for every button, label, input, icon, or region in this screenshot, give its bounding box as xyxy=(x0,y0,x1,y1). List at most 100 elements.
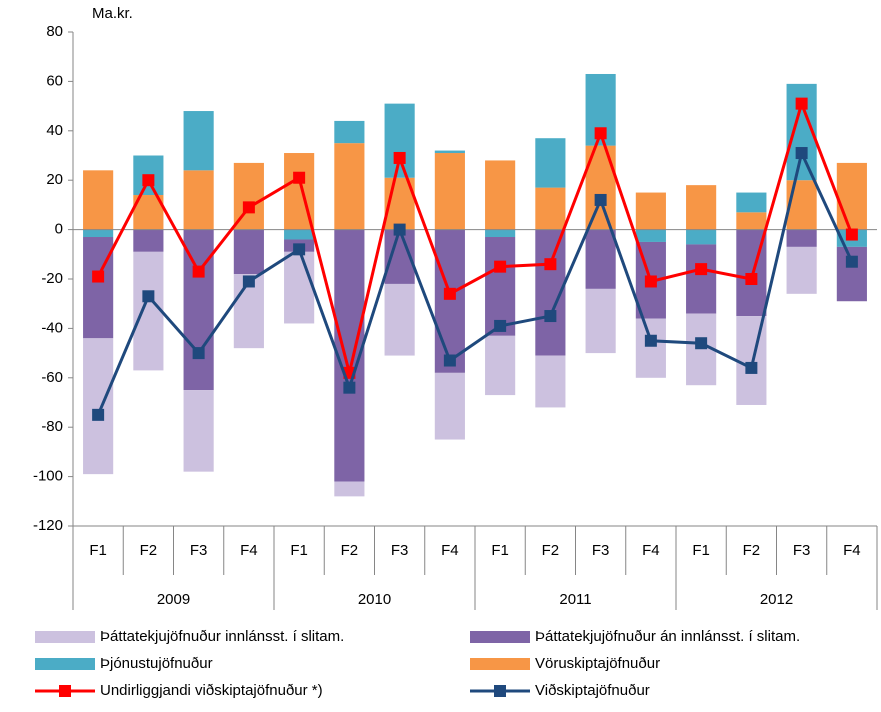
marker xyxy=(795,97,808,110)
y-tick-label: -40 xyxy=(41,319,63,336)
x-tick-label: F1 xyxy=(89,542,107,559)
bar xyxy=(133,229,164,252)
bar xyxy=(83,237,114,339)
x-tick-label: F2 xyxy=(341,542,359,559)
bar xyxy=(736,212,767,230)
bar xyxy=(485,335,516,396)
marker xyxy=(594,127,607,140)
marker xyxy=(544,258,557,271)
bar xyxy=(83,338,114,475)
marker xyxy=(192,265,205,278)
bar xyxy=(736,316,767,405)
marker xyxy=(393,151,406,164)
x-tick-label: F1 xyxy=(491,542,509,559)
x-tick-label: F1 xyxy=(290,542,308,559)
legend-label: Viðskiptajöfnuður xyxy=(535,682,650,699)
bar xyxy=(535,355,566,408)
y-tick-label: 60 xyxy=(46,72,63,89)
y-tick-label: 0 xyxy=(55,221,63,238)
marker xyxy=(644,275,657,288)
legend-label: Þjónustujöfnuður xyxy=(100,655,213,672)
marker xyxy=(293,171,306,184)
bar xyxy=(585,229,616,289)
marker xyxy=(745,361,758,374)
bar xyxy=(384,283,415,356)
bar xyxy=(585,288,616,354)
marker xyxy=(443,287,456,300)
marker xyxy=(795,147,808,160)
marker xyxy=(644,334,657,347)
bar xyxy=(183,111,214,171)
bar xyxy=(83,229,114,238)
legend-label: Þáttatekjujöfnuður innlánsst. í slitam. xyxy=(100,628,344,645)
x-tick-label: F4 xyxy=(642,542,660,559)
bar xyxy=(183,390,214,472)
x-tick-label: F3 xyxy=(190,542,208,559)
marker xyxy=(594,193,607,206)
y-tick-label: 40 xyxy=(46,122,63,139)
bar xyxy=(233,229,264,275)
bar xyxy=(334,481,365,497)
marker xyxy=(745,273,758,285)
year-label: 2010 xyxy=(358,591,391,608)
bar xyxy=(183,170,214,230)
y-tick-label: -20 xyxy=(41,270,63,287)
y-tick-label: -80 xyxy=(41,418,63,435)
bar xyxy=(686,229,717,245)
bar xyxy=(535,138,566,188)
marker xyxy=(443,354,456,367)
marker xyxy=(494,260,507,273)
line xyxy=(96,148,854,416)
legend-marker xyxy=(59,685,71,697)
x-tick-label: F3 xyxy=(391,542,409,559)
bar xyxy=(535,187,566,230)
legend-label: Vöruskiptajöfnuður xyxy=(535,655,660,672)
y-tick-label: -100 xyxy=(33,468,63,485)
legend-swatch xyxy=(470,631,530,643)
year-label: 2011 xyxy=(559,591,591,608)
legend-label: Undirliggjandi viðskiptajöfnuður *) xyxy=(100,682,323,699)
legend-marker xyxy=(494,685,506,697)
marker xyxy=(92,270,105,283)
bar xyxy=(284,251,315,324)
legend-swatch xyxy=(470,658,530,670)
marker xyxy=(544,310,557,323)
x-tick-label: F3 xyxy=(592,542,610,559)
marker xyxy=(192,347,205,360)
y-tick-label: -120 xyxy=(33,517,63,534)
bar xyxy=(384,103,415,178)
bar xyxy=(133,251,164,371)
marker xyxy=(142,174,155,187)
bar xyxy=(686,244,717,314)
y-tick-label: 20 xyxy=(46,171,63,188)
legend-swatch xyxy=(35,658,95,670)
year-label: 2009 xyxy=(157,591,190,608)
marker xyxy=(393,223,406,236)
bar xyxy=(736,192,767,213)
legend-swatch xyxy=(35,631,95,643)
bar xyxy=(334,120,365,144)
legend-label: Þáttatekjujöfnuður án innlánsst. í slita… xyxy=(535,628,800,645)
bar xyxy=(434,150,465,154)
bar xyxy=(485,160,516,230)
x-tick-label: F4 xyxy=(843,542,861,559)
bar xyxy=(786,229,817,247)
marker xyxy=(92,408,105,421)
x-tick-label: F4 xyxy=(441,542,459,559)
marker xyxy=(695,263,708,276)
bar xyxy=(635,229,666,242)
bar xyxy=(83,170,114,230)
bar xyxy=(836,246,867,302)
bar xyxy=(836,162,867,230)
x-tick-label: F4 xyxy=(240,542,258,559)
bar xyxy=(434,153,465,230)
bar xyxy=(334,143,365,230)
x-tick-label: F2 xyxy=(140,542,158,559)
marker xyxy=(343,381,356,394)
y-tick-label: -60 xyxy=(41,369,63,386)
bar xyxy=(635,318,666,378)
x-tick-label: F2 xyxy=(743,542,761,559)
bar xyxy=(434,229,465,373)
marker xyxy=(242,201,255,214)
